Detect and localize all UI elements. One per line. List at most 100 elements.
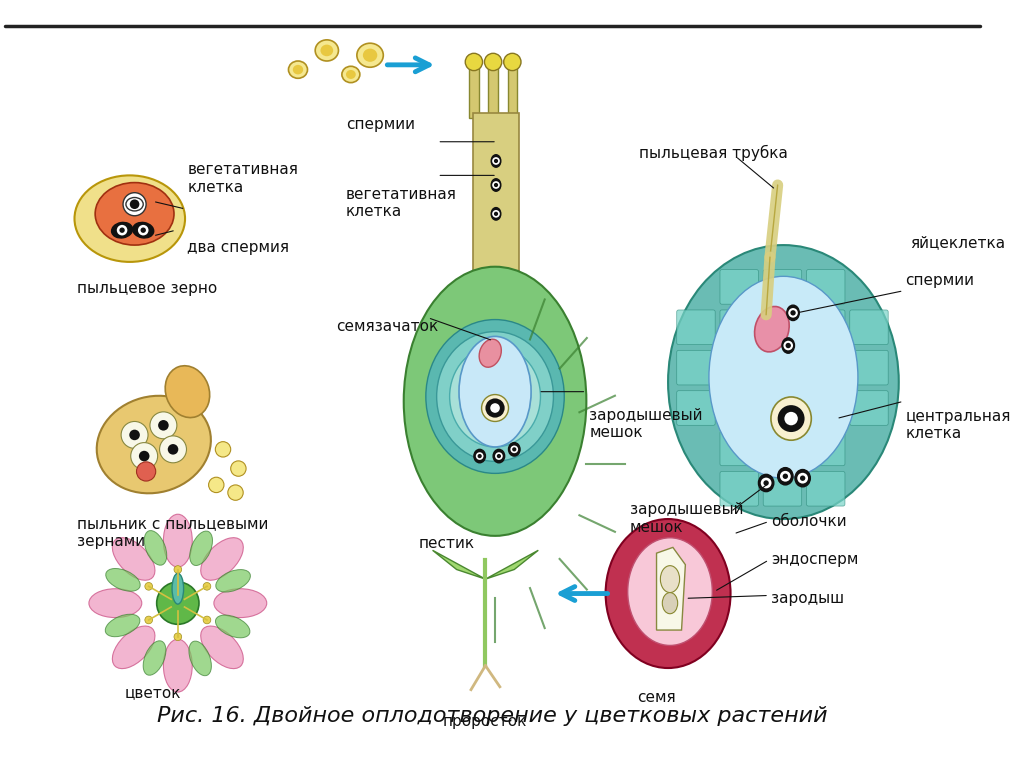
FancyBboxPatch shape xyxy=(763,431,802,466)
Ellipse shape xyxy=(315,40,339,61)
Ellipse shape xyxy=(133,222,154,238)
Text: два спермия: два спермия xyxy=(187,240,290,255)
Ellipse shape xyxy=(346,70,355,79)
Ellipse shape xyxy=(605,519,730,668)
Text: зародышевый
мешок: зародышевый мешок xyxy=(589,408,702,440)
Circle shape xyxy=(485,398,505,417)
FancyBboxPatch shape xyxy=(807,472,845,506)
Ellipse shape xyxy=(426,320,564,473)
Ellipse shape xyxy=(89,589,141,617)
Ellipse shape xyxy=(786,305,800,321)
Circle shape xyxy=(136,462,156,481)
Circle shape xyxy=(158,420,169,430)
Ellipse shape xyxy=(342,66,359,83)
Ellipse shape xyxy=(164,514,193,567)
Circle shape xyxy=(477,454,481,458)
Ellipse shape xyxy=(755,307,790,352)
Circle shape xyxy=(800,476,805,481)
Circle shape xyxy=(160,436,186,463)
FancyBboxPatch shape xyxy=(807,431,845,466)
Ellipse shape xyxy=(112,222,132,238)
Circle shape xyxy=(138,225,148,235)
Ellipse shape xyxy=(509,443,520,456)
Circle shape xyxy=(510,446,518,453)
Text: Рис. 16. Двойное оплодотворение у цветковых растений: Рис. 16. Двойное оплодотворение у цветко… xyxy=(157,706,827,726)
Ellipse shape xyxy=(189,531,213,565)
Circle shape xyxy=(788,308,798,318)
FancyBboxPatch shape xyxy=(807,390,845,426)
Circle shape xyxy=(764,480,769,486)
Ellipse shape xyxy=(481,394,509,422)
Polygon shape xyxy=(469,65,478,117)
Ellipse shape xyxy=(201,626,244,669)
Circle shape xyxy=(209,477,224,492)
Circle shape xyxy=(495,453,503,460)
FancyBboxPatch shape xyxy=(763,390,802,426)
FancyBboxPatch shape xyxy=(720,472,759,506)
Ellipse shape xyxy=(105,568,140,591)
FancyBboxPatch shape xyxy=(807,310,845,344)
Ellipse shape xyxy=(628,538,713,646)
Circle shape xyxy=(227,485,243,500)
Ellipse shape xyxy=(460,357,530,436)
Polygon shape xyxy=(508,65,517,117)
Circle shape xyxy=(493,181,500,189)
Text: зародышевый
мешок: зародышевый мешок xyxy=(630,502,743,535)
Ellipse shape xyxy=(668,245,899,519)
Polygon shape xyxy=(473,113,519,339)
FancyBboxPatch shape xyxy=(720,269,759,304)
Circle shape xyxy=(782,473,788,479)
Circle shape xyxy=(140,228,145,233)
Circle shape xyxy=(777,405,805,432)
Polygon shape xyxy=(488,65,498,117)
Ellipse shape xyxy=(214,589,266,617)
Circle shape xyxy=(168,444,178,455)
Text: проросток: проросток xyxy=(442,713,526,729)
Circle shape xyxy=(215,442,230,457)
Text: цветок: цветок xyxy=(125,685,181,700)
Text: пестик: пестик xyxy=(419,536,475,551)
Ellipse shape xyxy=(777,468,793,485)
Circle shape xyxy=(131,443,158,469)
FancyBboxPatch shape xyxy=(720,431,759,466)
Circle shape xyxy=(780,471,791,482)
Ellipse shape xyxy=(492,179,501,191)
FancyBboxPatch shape xyxy=(720,351,759,385)
Circle shape xyxy=(504,54,521,71)
Text: семя: семя xyxy=(637,690,676,705)
Ellipse shape xyxy=(289,61,307,78)
Polygon shape xyxy=(656,548,685,630)
Text: пыльцевое зерно: пыльцевое зерно xyxy=(77,281,217,296)
Circle shape xyxy=(761,478,771,489)
Ellipse shape xyxy=(201,538,244,581)
Ellipse shape xyxy=(321,44,333,56)
Ellipse shape xyxy=(663,593,678,614)
Text: вегетативная
клетка: вегетативная клетка xyxy=(346,187,457,219)
Ellipse shape xyxy=(96,396,211,493)
Ellipse shape xyxy=(759,474,774,492)
Text: оболочки: оболочки xyxy=(771,514,847,529)
Ellipse shape xyxy=(357,43,383,67)
Circle shape xyxy=(785,343,791,348)
Ellipse shape xyxy=(492,208,501,220)
Circle shape xyxy=(139,451,150,462)
Ellipse shape xyxy=(450,346,541,447)
FancyBboxPatch shape xyxy=(807,269,845,304)
Ellipse shape xyxy=(215,615,250,638)
Ellipse shape xyxy=(144,531,167,565)
Ellipse shape xyxy=(216,570,251,592)
Ellipse shape xyxy=(709,276,858,478)
Circle shape xyxy=(490,403,500,413)
Ellipse shape xyxy=(362,48,377,62)
Ellipse shape xyxy=(75,176,185,262)
Text: спермии: спермии xyxy=(346,117,415,132)
FancyBboxPatch shape xyxy=(720,310,759,344)
Circle shape xyxy=(123,193,146,216)
Text: пыльцевая трубка: пыльцевая трубка xyxy=(639,145,788,161)
Ellipse shape xyxy=(492,155,501,167)
Circle shape xyxy=(144,616,153,624)
Circle shape xyxy=(130,199,139,209)
Circle shape xyxy=(484,54,502,71)
Circle shape xyxy=(150,412,177,439)
FancyBboxPatch shape xyxy=(763,472,802,506)
